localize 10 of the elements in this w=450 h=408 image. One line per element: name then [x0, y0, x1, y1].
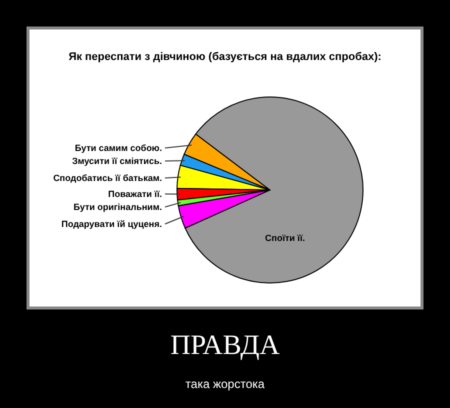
slice-label: Споїти її. [265, 233, 305, 243]
chart-title: Як переспати з дівчиною (базується на вдалих спробах): [68, 51, 382, 63]
text: така жорстока [185, 377, 265, 391]
slice-label: Сподобатись її батькам. [53, 173, 162, 183]
slice-label: Поважати її. [108, 189, 162, 199]
slice-label: Бути самим собою. [74, 143, 162, 153]
text: ПРАВДА [170, 330, 280, 361]
slice-label: Подарувати їй цуценя. [61, 219, 162, 229]
slice-label: Бути оригінальним. [73, 202, 162, 212]
slice-label: Змусити її сміятись. [72, 156, 162, 166]
